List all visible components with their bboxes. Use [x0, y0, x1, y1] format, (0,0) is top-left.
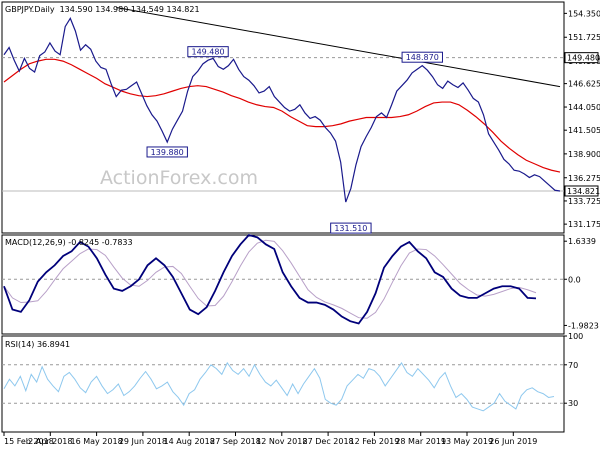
price-panel-frame — [1, 1, 565, 234]
annotation-box — [401, 51, 443, 63]
price-tick-label: 146.625 — [568, 80, 600, 89]
macd-axis-ticks: 1.6339 0.0 -1.9823 — [2, 237, 599, 330]
rsi-tick-label: 100 — [568, 332, 583, 341]
rsi-tick-label: 30 — [568, 399, 578, 408]
annotation-box — [330, 222, 372, 234]
price-line — [3, 17, 561, 203]
x-tick-label: 26 Jun 2019 — [489, 437, 537, 446]
macd-tick-label: 0.0 — [568, 275, 581, 284]
x-tick-label: 28 Mar 2019 — [395, 437, 446, 446]
annotation-label: 149.480 — [191, 48, 224, 57]
annotation-box — [187, 46, 229, 58]
macd-panel: 1.6339 0.0 -1.9823 MACD(12,26,9) -0.8245 -… — [1, 233, 599, 335]
x-tick-label: 27 Sep 2018 — [210, 437, 261, 446]
annotation-box — [146, 146, 188, 158]
macd-line — [3, 233, 537, 325]
price-tick-label: 136.275 — [568, 174, 600, 183]
x-tick-label: 2 Apr 2018 — [28, 437, 72, 446]
price-tick-label: 138.900 — [568, 150, 600, 159]
price-tick-label: 133.725 — [568, 197, 600, 206]
macd-panel-frame — [1, 234, 565, 335]
price-tick-label: 144.050 — [568, 103, 600, 112]
price-panel: 154.350151.725149.100146.625144.050141.5… — [1, 1, 600, 234]
title-separator: . — [32, 5, 35, 14]
x-tick-label: 12 Feb 2019 — [350, 437, 400, 446]
annotation-label: 139.880 — [151, 148, 184, 157]
level-label-box: 149.480 — [564, 52, 600, 64]
macd-tick-label: -1.9823 — [568, 321, 599, 330]
sma-line — [3, 58, 561, 173]
price-tick-label: 141.505 — [568, 126, 600, 135]
rsi-axis-ticks: 100 70 30 — [2, 332, 583, 408]
x-tick-label: 29 Jun 2018 — [119, 437, 167, 446]
rsi-label: RSI(14) 36.8941 — [5, 340, 70, 349]
rsi-line — [3, 361, 555, 412]
x-tick-label: 15 Feb 2018 — [4, 437, 54, 446]
price-tick-label: 154.350 — [568, 9, 600, 18]
last-price-label: 134.821 — [567, 187, 600, 196]
macd-signal-line — [3, 239, 537, 319]
rsi-panel: 100 70 30 RSI(14) 36.8941 — [1, 332, 583, 433]
rsi-panel-frame — [1, 335, 565, 433]
instrument-name: GBPJPY — [5, 5, 34, 14]
annotation-label: 148.870 — [406, 53, 439, 62]
watermark: ActionForex.com — [100, 167, 258, 189]
macd-tick-label: 1.6339 — [568, 237, 596, 246]
x-tick-label: 14 Aug 2018 — [164, 437, 215, 446]
falling-trendline — [116, 6, 561, 88]
chart-title: GBPJPY.Daily 134.590 134.980 134.549 134.… — [5, 5, 200, 14]
annotation-label: 131.510 — [334, 224, 367, 233]
price-tick-label: 131.175 — [568, 220, 600, 229]
x-tick-label: 12 Nov 2018 — [256, 437, 307, 446]
x-tick-label: 13 May 2019 — [441, 437, 493, 446]
level-label: 149.480 — [567, 54, 600, 63]
x-tick-label: 16 May 2018 — [71, 437, 123, 446]
rsi-tick-label: 70 — [568, 361, 578, 370]
timeframe: Daily — [34, 5, 55, 14]
last-price-label-box: 134.821 — [564, 185, 600, 197]
price-annotations: 149.480 139.880 148.870 131.510 — [146, 46, 443, 234]
x-tick-label: 27 Dec 2018 — [303, 437, 354, 446]
macd-label: MACD(12,26,9) -0.8245 -0.7833 — [5, 238, 133, 247]
last-price-label-background — [564, 185, 599, 197]
ohlc-header: 134.590 134.980 134.549 134.821 — [60, 5, 200, 14]
price-tick-label: 151.725 — [568, 33, 600, 42]
level-label-background — [564, 52, 599, 64]
